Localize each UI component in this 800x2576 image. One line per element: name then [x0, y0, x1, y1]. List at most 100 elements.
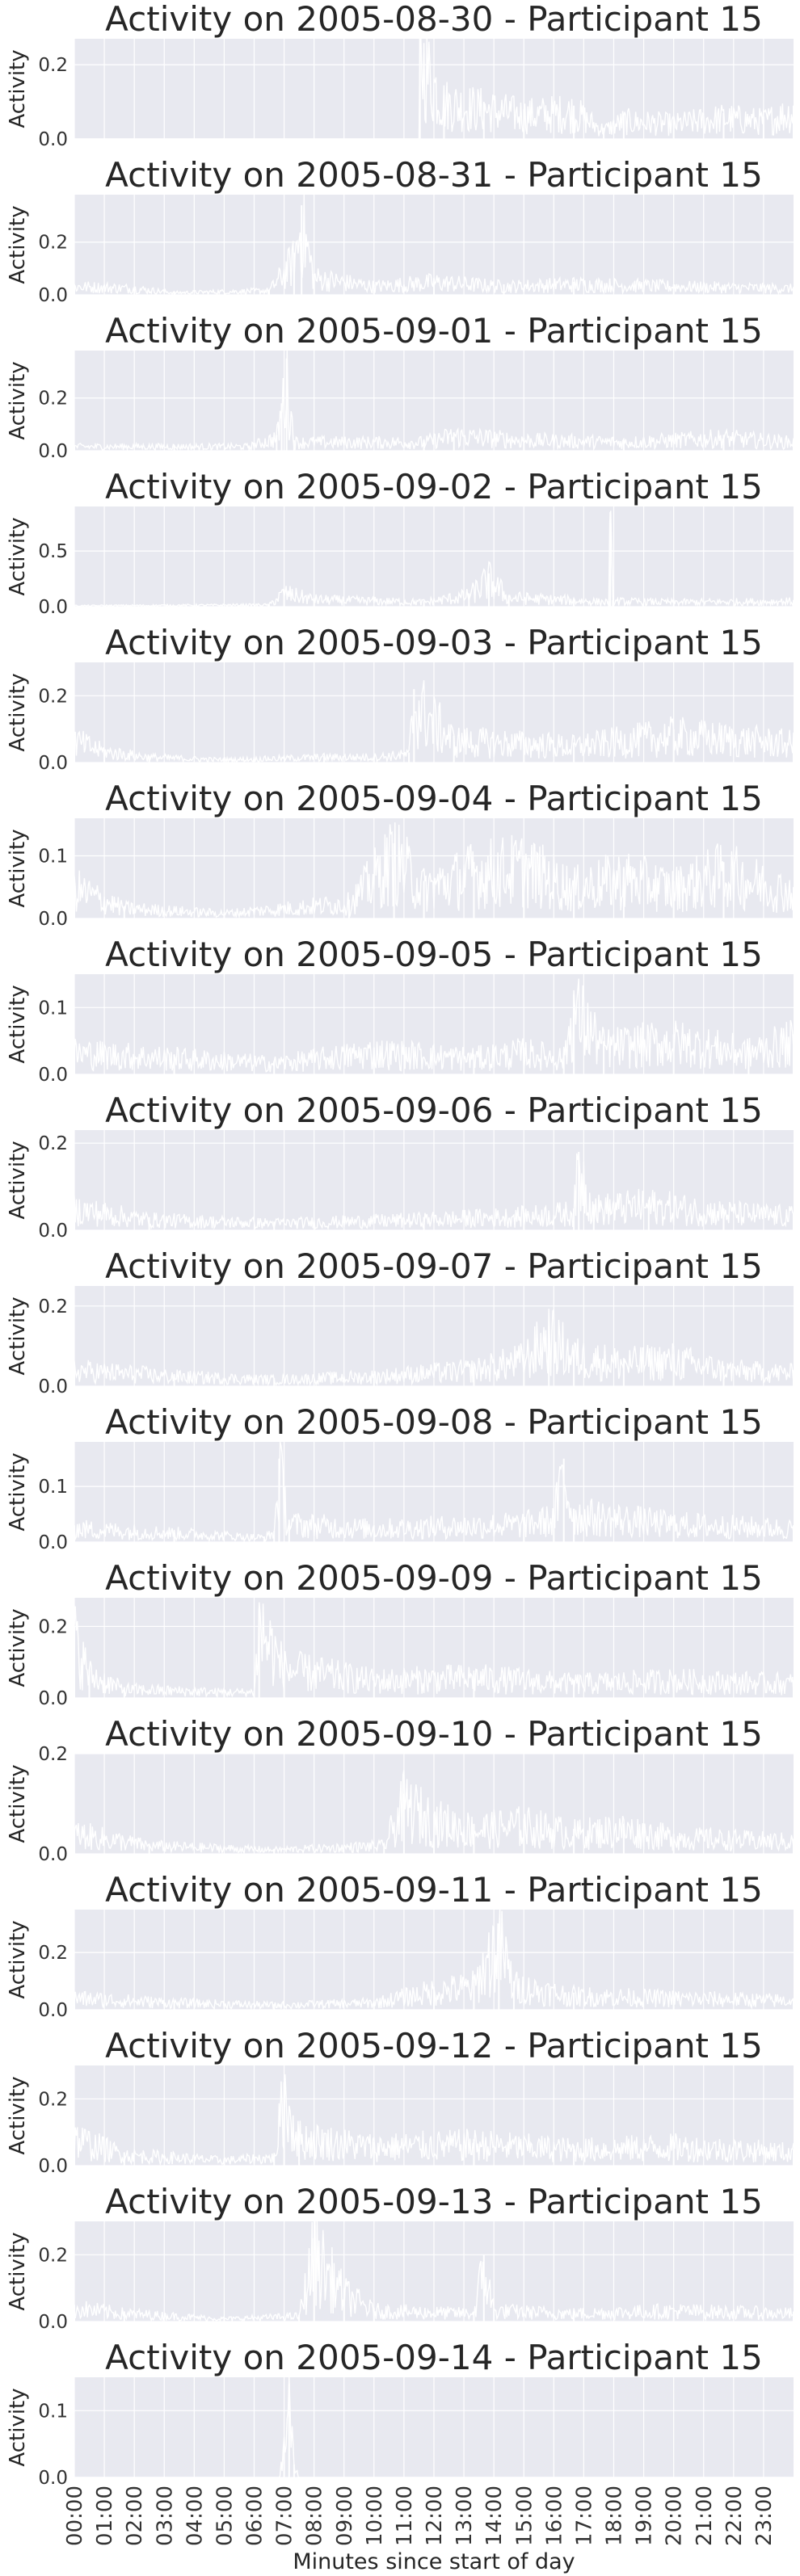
x-tick-label: 16:00: [542, 2486, 566, 2546]
y-tick-label: 0.0: [38, 2156, 68, 2177]
y-tick-label: 0.2: [38, 2245, 68, 2266]
activity-peaks: [74, 1608, 794, 1698]
chart-13: 0.0 0.2 Activity on 2005-09-11 - Participa…: [6, 1870, 794, 2021]
y-tick-label: 0.2: [38, 1943, 68, 1964]
y-tick-label: 0.2: [38, 686, 68, 707]
x-tick-label: 18:00: [603, 2486, 627, 2546]
activity-peaks: [74, 2082, 794, 2166]
x-tick-label: 00:00: [63, 2486, 87, 2546]
x-tick-label: 03:00: [153, 2486, 177, 2546]
chart-title: Activity on 2005-09-09 - Participant 15: [105, 1558, 763, 1598]
activity-line: [74, 1153, 794, 1230]
chart-16: 0.0 0.1 Activity on 2005-09-14 - Participa…: [6, 2338, 794, 2489]
activity-peaks: [74, 1793, 794, 1854]
activity-line: [74, 1308, 794, 1387]
activity-peaks: [74, 994, 794, 1074]
activity-peaks: [74, 689, 794, 763]
chart-2: 0.0 0.2 Activity on 2005-08-31 - Participa…: [6, 155, 794, 306]
activity-peaks: [74, 1923, 794, 2010]
x-tick-label: 04:00: [183, 2486, 207, 2546]
chart-8: 0.0 0.2 Activity on 2005-09-06 - Participa…: [6, 1090, 794, 1242]
x-tick-label: 02:00: [123, 2486, 147, 2546]
chart-5: 0.0 0.2 Activity on 2005-09-03 - Participa…: [6, 623, 794, 774]
y-axis-label: Activity: [6, 1296, 30, 1375]
y-tick-label: 0.0: [38, 2312, 68, 2333]
y-tick-label: 0.0: [38, 909, 68, 930]
activity-peaks: [74, 1152, 794, 1230]
chart-4: 0.0 0.5 Activity on 2005-09-02 - Participa…: [6, 467, 794, 618]
y-axis-label: Activity: [6, 1608, 30, 1687]
x-tick-label: 12:00: [423, 2486, 447, 2546]
y-tick-label: 0.0: [38, 285, 68, 306]
chart-title: Activity on 2005-09-14 - Participant 15: [105, 2338, 763, 2377]
y-tick-label: 0.0: [38, 1688, 68, 1709]
chart-title: Activity on 2005-09-01 - Participant 15: [105, 311, 763, 351]
activity-peaks: [74, 2238, 794, 2322]
y-tick-label: 0.2: [38, 1744, 68, 1765]
chart-7: 0.0 0.1 Activity on 2005-09-05 - Participa…: [6, 935, 794, 1086]
x-tick-label: 19:00: [633, 2486, 657, 2546]
activity-line: [74, 2376, 794, 2478]
y-tick-label: 0.1: [38, 998, 68, 1019]
y-axis-label: Activity: [6, 673, 30, 751]
chart-10: 0.0 0.1 Activity on 2005-09-08 - Participa…: [6, 1402, 794, 1553]
x-axis-label: Minutes since start of day: [293, 2549, 575, 2574]
activity-line: [74, 38, 794, 140]
y-tick-label: 0.1: [38, 2401, 68, 2422]
y-tick-label: 0.0: [38, 1532, 68, 1553]
x-tick-label: 01:00: [93, 2486, 117, 2546]
y-tick-label: 0.2: [38, 2089, 68, 2110]
y-tick-label: 0.0: [38, 441, 68, 462]
chart-6: 0.0 0.1 Activity on 2005-09-04 - Participa…: [6, 779, 794, 930]
chart-title: Activity on 2005-09-04 - Participant 15: [105, 779, 763, 818]
y-tick-label: 0.0: [38, 129, 68, 150]
activity-peaks: [74, 1458, 794, 1542]
y-axis-label: Activity: [6, 49, 30, 128]
x-tick-label: 09:00: [333, 2486, 357, 2546]
chart-12: 0.0 0.2 Activity on 2005-09-10 - Participa…: [6, 1714, 794, 1865]
activity-peaks: [419, 39, 794, 139]
chart-title: Activity on 2005-09-03 - Participant 15: [105, 623, 763, 662]
x-tick-label: 22:00: [722, 2486, 747, 2546]
chart-15: 0.0 0.2 Activity on 2005-09-13 - Participa…: [6, 2182, 794, 2333]
y-tick-label: 0.0: [38, 1376, 68, 1397]
activity-peaks: [74, 511, 794, 607]
chart-title: Activity on 2005-09-12 - Participant 15: [105, 2026, 763, 2065]
y-tick-label: 0.0: [38, 753, 68, 774]
activity-peaks: [74, 358, 794, 451]
chart-title: Activity on 2005-09-08 - Participant 15: [105, 1402, 763, 1442]
y-tick-label: 0.0: [38, 1065, 68, 1086]
x-tick-label: 13:00: [453, 2486, 477, 2546]
x-tick-label: 17:00: [572, 2486, 596, 2546]
y-axis-label: Activity: [6, 1452, 30, 1531]
y-axis-label: Activity: [6, 2076, 30, 2154]
chart-1: 0.0 0.2 Activity on 2005-08-30 - Participa…: [6, 0, 794, 150]
x-tick-label: 05:00: [213, 2486, 237, 2546]
chart-title: Activity on 2005-09-11 - Participant 15: [105, 1870, 763, 1910]
chart-11: 0.0 0.2 Activity on 2005-09-09 - Participa…: [6, 1558, 794, 1709]
x-tick-label: 11:00: [393, 2486, 417, 2546]
x-tick-label: 10:00: [363, 2486, 387, 2546]
y-tick-label: 0.0: [38, 2000, 68, 2021]
chart-title: Activity on 2005-08-30 - Participant 15: [105, 0, 763, 39]
chart-9: 0.0 0.2 Activity on 2005-09-07 - Participa…: [6, 1246, 794, 1397]
activity-peaks: [74, 843, 794, 918]
y-tick-label: 0.2: [38, 1616, 68, 1637]
chart-title: Activity on 2005-09-02 - Participant 15: [105, 467, 763, 506]
y-axis-label: Activity: [6, 985, 30, 1063]
x-tick-label: 23:00: [752, 2486, 777, 2546]
x-tick-label: 20:00: [663, 2486, 687, 2546]
chart-title: Activity on 2005-09-13 - Participant 15: [105, 2182, 763, 2221]
activity-peaks: [74, 205, 794, 295]
y-tick-label: 0.5: [38, 541, 68, 562]
y-axis-label: Activity: [6, 1141, 30, 1219]
y-axis-label: Activity: [6, 1920, 30, 1998]
y-axis-label: Activity: [6, 517, 30, 595]
y-tick-label: 0.2: [38, 55, 68, 76]
chart-title: Activity on 2005-09-07 - Participant 15: [105, 1246, 763, 1286]
y-axis-label: Activity: [6, 2388, 30, 2466]
y-axis-label: Activity: [6, 2232, 30, 2310]
activity-line: [74, 350, 794, 452]
activity-peaks: [283, 2384, 295, 2477]
